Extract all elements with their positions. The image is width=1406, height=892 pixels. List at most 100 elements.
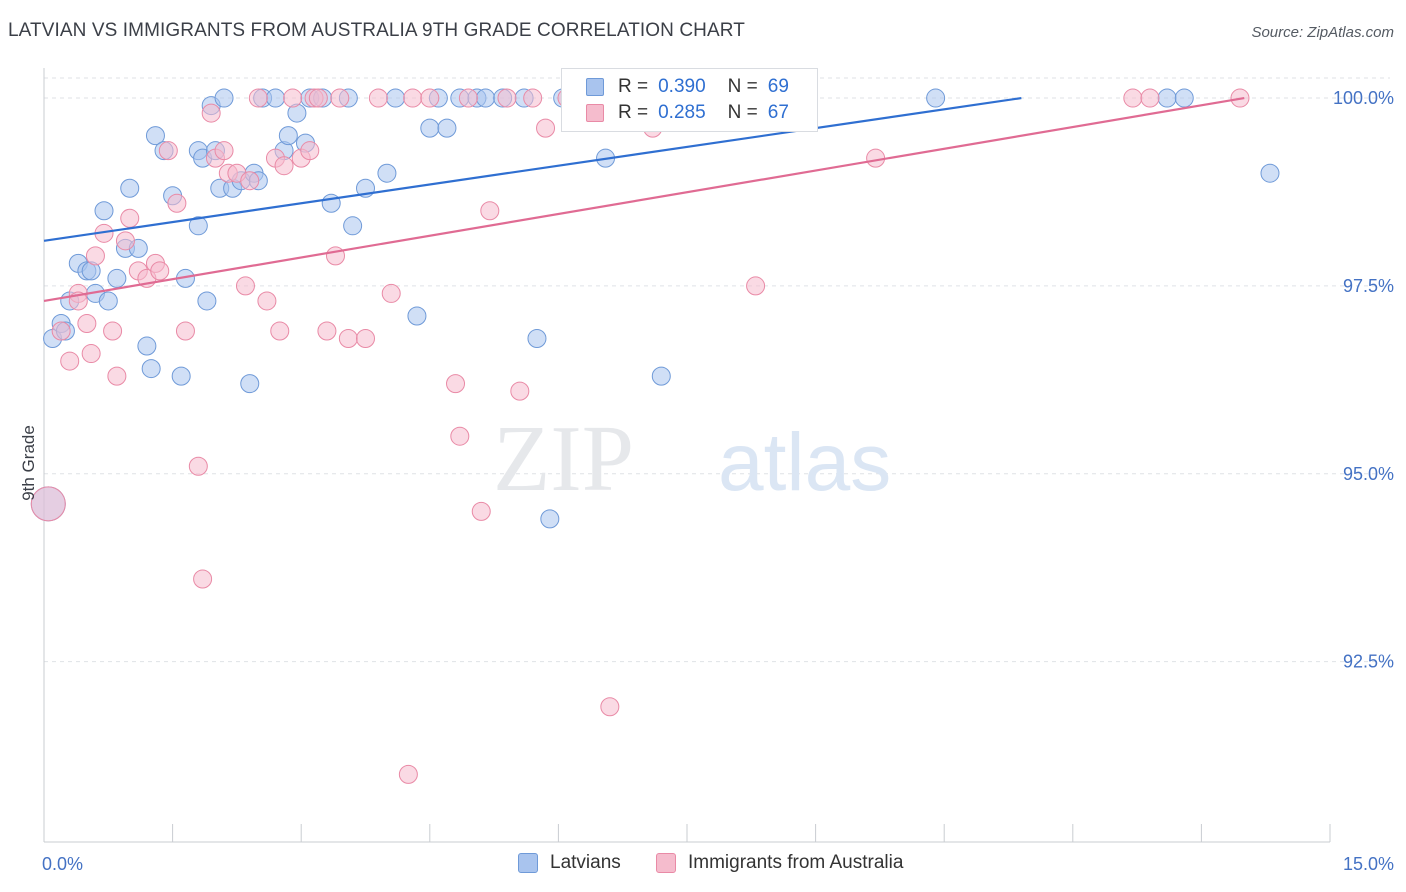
latvian-point bbox=[141, 359, 161, 379]
australia-point bbox=[356, 329, 375, 349]
australia-point bbox=[308, 88, 328, 108]
australia-point bbox=[381, 283, 401, 303]
latvian-point bbox=[476, 88, 496, 108]
australia-point bbox=[167, 193, 187, 213]
latvian-point bbox=[188, 216, 208, 236]
australia-point bbox=[480, 201, 500, 221]
latvian-point bbox=[107, 268, 127, 288]
x-tick-label-min: 0.0% bbox=[42, 854, 83, 874]
series-legend: Latvians Immigrants from Australia bbox=[0, 852, 1406, 880]
n-label: N = bbox=[727, 76, 758, 97]
australia-point bbox=[471, 501, 491, 521]
latvian-point bbox=[171, 366, 191, 386]
australia-point bbox=[235, 276, 255, 296]
watermark-zip: ZIP bbox=[493, 407, 634, 511]
australia-point bbox=[51, 321, 71, 341]
stats-legend: R = 0.390 N = 69 R = 0.285 N = 67 bbox=[561, 68, 818, 132]
australia-point bbox=[81, 344, 101, 364]
australia-point bbox=[600, 697, 620, 717]
y-axis-label: 9th Grade bbox=[19, 425, 38, 501]
latvian-point bbox=[278, 126, 298, 146]
r-value: 0.390 bbox=[658, 76, 706, 97]
australia-point bbox=[193, 569, 213, 589]
legend-item-latvians[interactable]: Latvians bbox=[518, 852, 621, 874]
australia-point bbox=[746, 276, 766, 296]
latvian-point bbox=[437, 118, 457, 138]
axes-layer bbox=[43, 68, 1331, 843]
latvian-point bbox=[527, 329, 547, 349]
australia-point-large bbox=[30, 486, 66, 522]
n-value: 69 bbox=[767, 76, 789, 97]
legend-label-australia: Immigrants from Australia bbox=[688, 852, 904, 873]
labels-layer: 9th Grade 0.0% 15.0% 92.5% 95.0% 97.5% 100.… bbox=[19, 88, 1394, 874]
latvian-point bbox=[240, 374, 260, 394]
australia-point bbox=[60, 351, 80, 371]
australia-point bbox=[403, 88, 423, 108]
australia-point bbox=[458, 88, 478, 108]
y-tick-label: 100.0% bbox=[1333, 88, 1394, 108]
latvians-trend-line bbox=[43, 96, 1022, 242]
r-value: 0.285 bbox=[658, 102, 706, 123]
australia-point bbox=[536, 118, 556, 138]
australia-point bbox=[175, 321, 195, 341]
legend-item-australia[interactable]: Immigrants from Australia bbox=[656, 852, 903, 874]
australia-point bbox=[330, 88, 350, 108]
latvian-point bbox=[1260, 163, 1280, 183]
latvian-point bbox=[1174, 88, 1194, 108]
latvian-point bbox=[377, 163, 397, 183]
australia-point bbox=[368, 88, 388, 108]
latvian-point bbox=[651, 366, 671, 386]
australia-point bbox=[115, 231, 135, 251]
latvian-point bbox=[420, 118, 440, 138]
australia-point bbox=[497, 88, 517, 108]
y-tick-label: 92.5% bbox=[1343, 652, 1394, 672]
australia-point bbox=[150, 261, 170, 281]
australia-point bbox=[300, 141, 320, 161]
latvian-point bbox=[98, 291, 118, 311]
watermark-atlas: atlas bbox=[718, 417, 891, 508]
trend-layer bbox=[43, 96, 1245, 303]
stats-legend-row-latvians: R = 0.390 N = 69 bbox=[586, 73, 811, 101]
australia-point bbox=[248, 88, 268, 108]
x-tick-label-max: 15.0% bbox=[1343, 854, 1394, 874]
latvian-point bbox=[407, 306, 427, 326]
australia-point bbox=[270, 321, 290, 341]
australia-point bbox=[450, 426, 470, 446]
latvian-point bbox=[137, 336, 157, 356]
australia-point bbox=[446, 374, 466, 394]
australia-point bbox=[85, 246, 105, 266]
source-label: Source: ZipAtlas.com bbox=[1251, 24, 1394, 41]
australia-swatch bbox=[586, 104, 604, 122]
latvian-point bbox=[1157, 88, 1177, 108]
australia-point bbox=[107, 366, 127, 386]
latvian-point bbox=[197, 291, 217, 311]
australia-point bbox=[120, 208, 140, 228]
legend-label-latvians: Latvians bbox=[550, 852, 621, 873]
australia-point bbox=[77, 313, 97, 333]
r-label: R = bbox=[618, 76, 649, 97]
latvian-point bbox=[386, 88, 406, 108]
australia-legend-swatch bbox=[656, 853, 676, 873]
australia-point bbox=[201, 103, 221, 123]
australia-point bbox=[214, 141, 234, 161]
australia-point bbox=[257, 291, 277, 311]
latvians-swatch bbox=[586, 78, 604, 96]
latvian-point bbox=[214, 88, 234, 108]
australia-point bbox=[523, 88, 543, 108]
australia-point bbox=[338, 329, 358, 349]
latvian-point bbox=[343, 216, 363, 236]
australia-point bbox=[317, 321, 337, 341]
australia-trend-line bbox=[43, 96, 1245, 303]
n-label: N = bbox=[727, 102, 758, 123]
australia-point bbox=[158, 141, 178, 161]
latvian-point bbox=[926, 88, 946, 108]
australia-point bbox=[240, 171, 260, 191]
latvians-legend-swatch bbox=[518, 853, 538, 873]
australia-point bbox=[283, 88, 303, 108]
chart-title: LATVIAN VS IMMIGRANTS FROM AUSTRALIA 9TH… bbox=[8, 20, 745, 41]
australia-point bbox=[1140, 88, 1160, 108]
watermark: ZIP atlas bbox=[493, 407, 891, 511]
latvian-point bbox=[540, 509, 560, 529]
latvian-point bbox=[145, 126, 165, 146]
